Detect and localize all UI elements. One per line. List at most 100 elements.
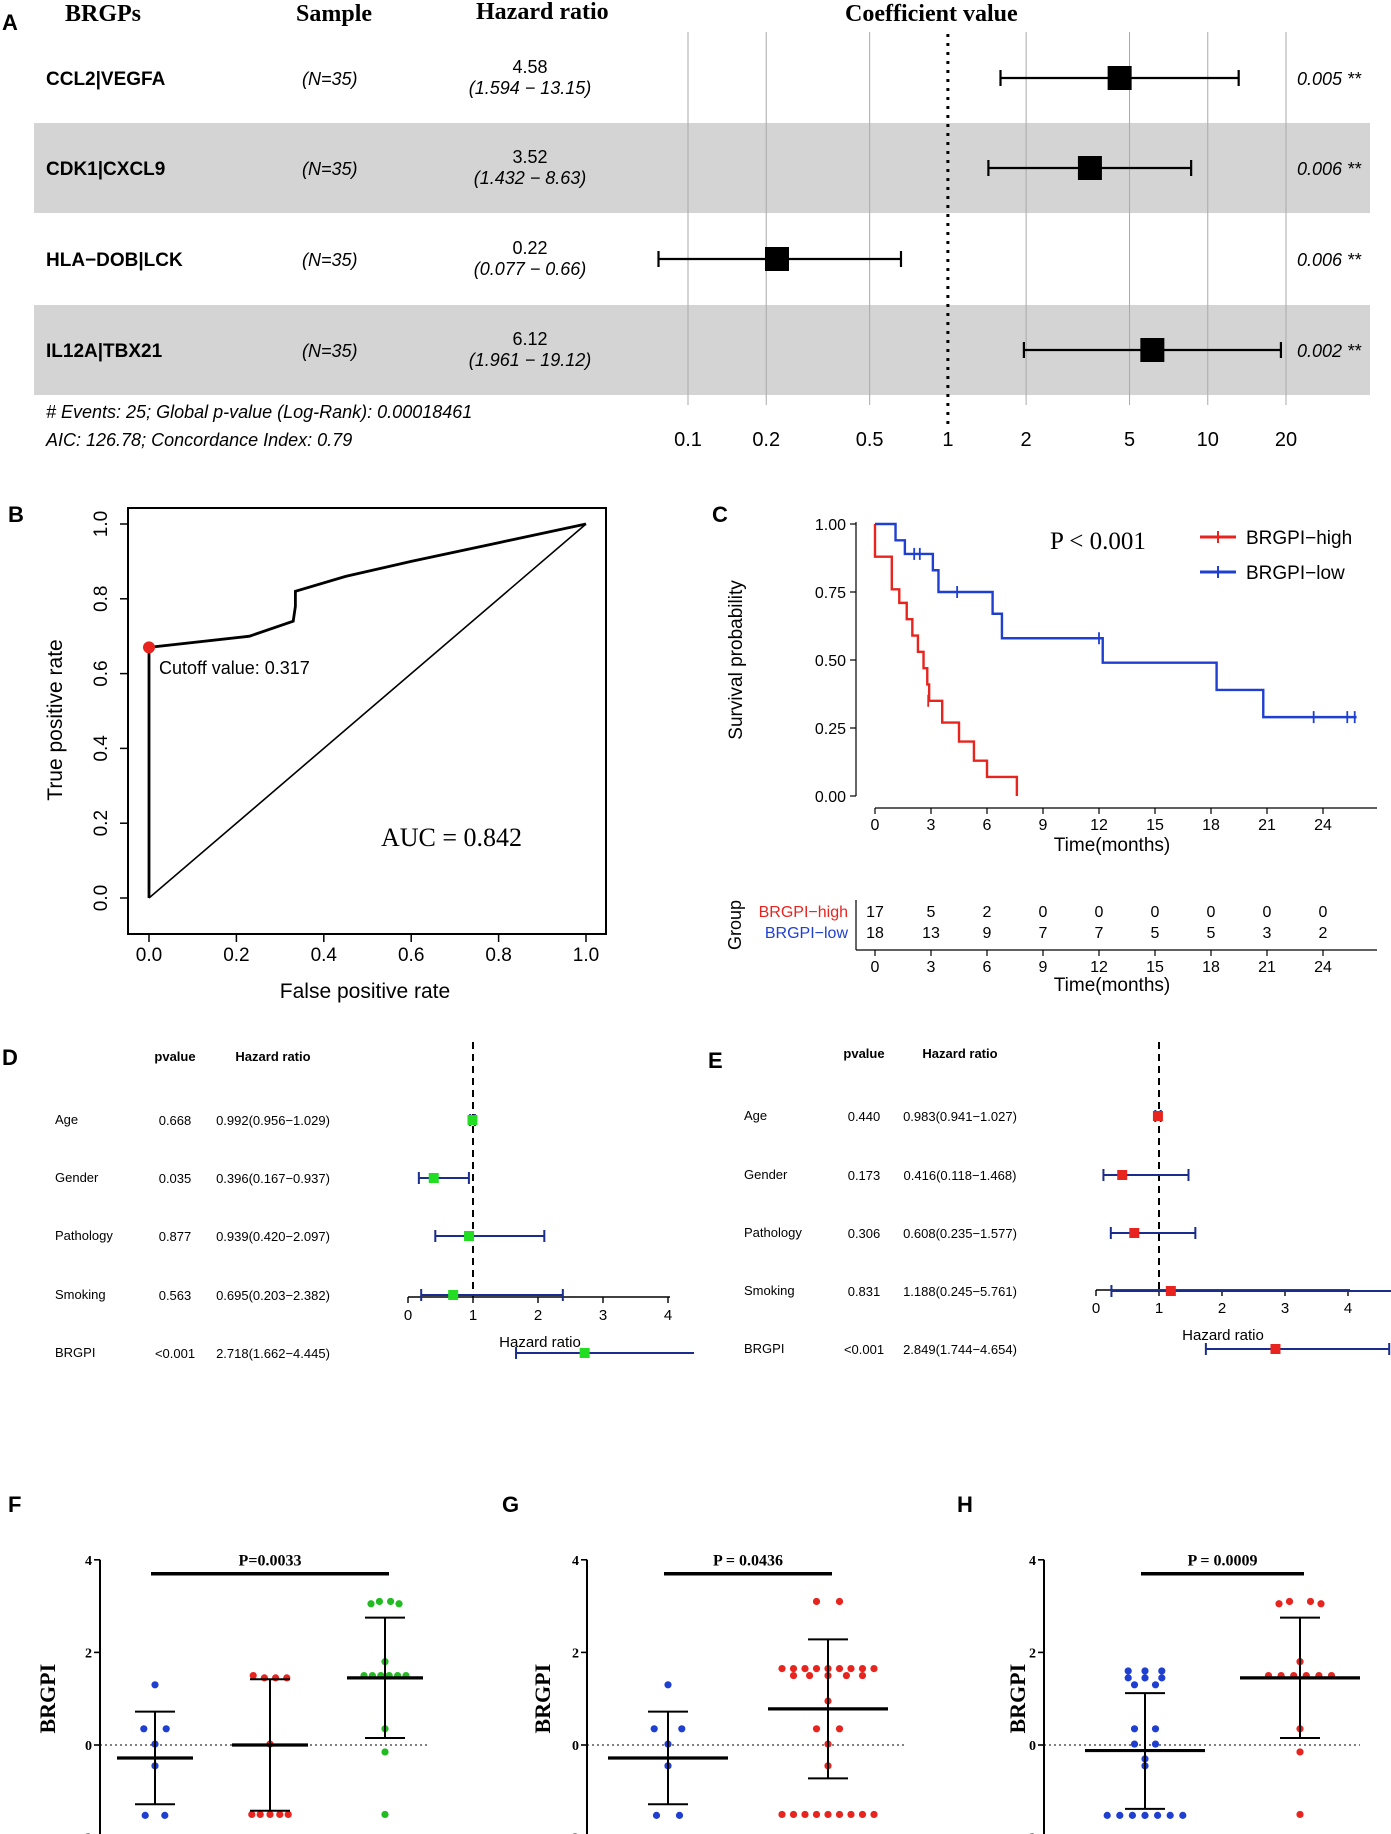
hr-point bbox=[1117, 1170, 1128, 1180]
risk-x-tick-label: 6 bbox=[983, 959, 992, 976]
row-label: Age bbox=[55, 1112, 78, 1127]
data-point bbox=[1296, 1810, 1304, 1819]
km-curve-low bbox=[875, 522, 1357, 719]
coef-axis-ticks: 0.1 0.2 0.5 1 2 5 10 20 bbox=[674, 429, 1297, 451]
data-point bbox=[1151, 1725, 1160, 1733]
x-axis-label: Time(months) bbox=[1054, 835, 1170, 856]
panel-letter-e: E bbox=[708, 1048, 723, 1073]
row-pvalue: 0.306 bbox=[848, 1226, 881, 1241]
row-pvalue: 0.440 bbox=[848, 1109, 881, 1124]
data-point bbox=[652, 1811, 661, 1819]
risk-value: 0 bbox=[1151, 904, 1160, 921]
data-point bbox=[276, 1810, 284, 1819]
x-tick-label: 6 bbox=[983, 817, 992, 834]
x-axis-label: Hazard ratio bbox=[499, 1334, 581, 1351]
row-pvalue: 0.563 bbox=[159, 1288, 192, 1303]
diagonal-reference bbox=[148, 523, 587, 899]
y-axis-label: True positive rate bbox=[44, 639, 67, 800]
footer-events: # Events: 25; Global p-value (Log-Rank):… bbox=[46, 402, 472, 422]
axis-tick-label: 2 bbox=[1021, 429, 1032, 451]
row-pvalue: 0.831 bbox=[848, 1284, 881, 1299]
data-point bbox=[283, 1674, 291, 1682]
panel-f-scatter: -2024BRGPIP=0.0033CR/PRSDPD bbox=[35, 1553, 430, 1834]
km-axis-ticks: 0 0 3 3 6 6 9 9 12 12 15 15 18 18 21 21 24 24 0.00 0.25 0.50… bbox=[815, 517, 1332, 976]
cutoff-point bbox=[143, 641, 155, 654]
row-hr: 0.396(0.167−0.937) bbox=[216, 1171, 330, 1186]
x-tick-label: 21 bbox=[1258, 817, 1276, 834]
row-label: Gender bbox=[55, 1170, 99, 1185]
risk-x-tick-label: 18 bbox=[1202, 959, 1220, 976]
data-point bbox=[381, 1748, 389, 1756]
hr-point bbox=[448, 1290, 459, 1300]
data-point bbox=[858, 1671, 867, 1680]
risk-x-axis-label: Time(months) bbox=[1054, 975, 1170, 996]
data-point bbox=[650, 1725, 658, 1733]
row-sample: (N=35) bbox=[302, 159, 358, 179]
data-point bbox=[801, 1665, 809, 1673]
data-point bbox=[1317, 1600, 1325, 1608]
x-tick-label: 15 bbox=[1146, 817, 1164, 834]
data-point bbox=[1141, 1811, 1149, 1819]
data-point bbox=[806, 1671, 814, 1680]
roc-curve bbox=[147, 522, 587, 898]
data-point bbox=[835, 1810, 844, 1819]
header-hazard-ratio: Hazard ratio bbox=[235, 1049, 310, 1064]
risk-x-tick-label: 21 bbox=[1258, 959, 1276, 976]
hr-point bbox=[1152, 1111, 1163, 1121]
data-point bbox=[778, 1810, 786, 1819]
row-pvalue: 0.006 ** bbox=[1297, 250, 1362, 270]
row-sample: (N=35) bbox=[302, 341, 358, 361]
data-point bbox=[381, 1810, 389, 1819]
row-pvalue: 0.668 bbox=[159, 1113, 192, 1128]
x-tick-label: 9 bbox=[1039, 817, 1048, 834]
panel-c-km: 0 0 3 3 6 6 9 9 12 12 15 15 18 18 21 21 24 24 0.00 0.25 0.50… bbox=[725, 517, 1377, 996]
risk-value: 5 bbox=[1207, 925, 1216, 942]
risk-value: 5 bbox=[1151, 925, 1160, 942]
row-label: IL12A|TBX21 bbox=[46, 341, 163, 362]
panel-b-roc: 0.0 0.0 0.2 0.2 0.4 0.4 0.6 0.6 0.8 0.8 1.0 1.0 Cut… bbox=[44, 507, 607, 1003]
risk-value: 13 bbox=[922, 925, 940, 942]
panel-letter-h: H bbox=[957, 1492, 973, 1517]
row-label: Pathology bbox=[55, 1228, 113, 1243]
panel-d-forest: pvalue Hazard ratio 0 1 2 3 4 Hazard ratio Age 0.… bbox=[55, 1042, 694, 1361]
p-value-label: P = 0.0436 bbox=[713, 1553, 783, 1570]
p-value-label: P < 0.001 bbox=[1050, 528, 1146, 555]
data-point bbox=[1130, 1740, 1139, 1748]
data-point bbox=[1158, 1667, 1166, 1675]
data-point bbox=[664, 1681, 672, 1689]
x-tick-label: 1.0 bbox=[573, 945, 599, 966]
panel-letter-f: F bbox=[8, 1492, 21, 1517]
data-point bbox=[1296, 1748, 1304, 1756]
data-point bbox=[260, 1674, 268, 1682]
data-point bbox=[1306, 1597, 1315, 1606]
y-tick-label: 0 bbox=[572, 1739, 579, 1754]
coef-rows: CCL2|VEGFA (N=35) 4.58(1.594 − 13.15) 0.005… bbox=[46, 57, 1362, 370]
x-tick-label: 18 bbox=[1202, 817, 1220, 834]
y-tick-label: 1.0 bbox=[91, 511, 112, 537]
y-tick-label: -2 bbox=[80, 1832, 92, 1834]
hr-point bbox=[1140, 338, 1165, 362]
risk-value: 0 bbox=[1095, 904, 1104, 921]
y-tick-label: 4 bbox=[85, 1554, 92, 1569]
km-curves bbox=[873, 522, 1357, 796]
y-tick-label: 1.00 bbox=[815, 517, 846, 534]
y-tick-label: 4 bbox=[1029, 1554, 1036, 1569]
data-point bbox=[1151, 1681, 1160, 1689]
panel-letter-b: B bbox=[8, 502, 24, 527]
panel-h-scatter: -2024BRGPIP = 0.0009Non-PDPD bbox=[1005, 1553, 1360, 1834]
row-label: Gender bbox=[744, 1167, 788, 1182]
row-hr: 6.12 bbox=[512, 329, 547, 349]
header-coefficient: Coefficient value bbox=[845, 1, 1018, 27]
data-point bbox=[1158, 1674, 1166, 1682]
y-tick-label: 2 bbox=[572, 1646, 579, 1661]
y-tick-label: 0.00 bbox=[815, 789, 846, 806]
row-hr: 3.52 bbox=[512, 147, 547, 167]
risk-x-tick-label: 12 bbox=[1090, 959, 1108, 976]
risk-value: 0 bbox=[1263, 904, 1272, 921]
risk-x-tick-label: 0 bbox=[871, 959, 880, 976]
row-hr: 0.22 bbox=[512, 238, 547, 258]
panel-letter-c: C bbox=[712, 502, 728, 527]
row-label: HLA−DOB|LCK bbox=[46, 250, 183, 271]
